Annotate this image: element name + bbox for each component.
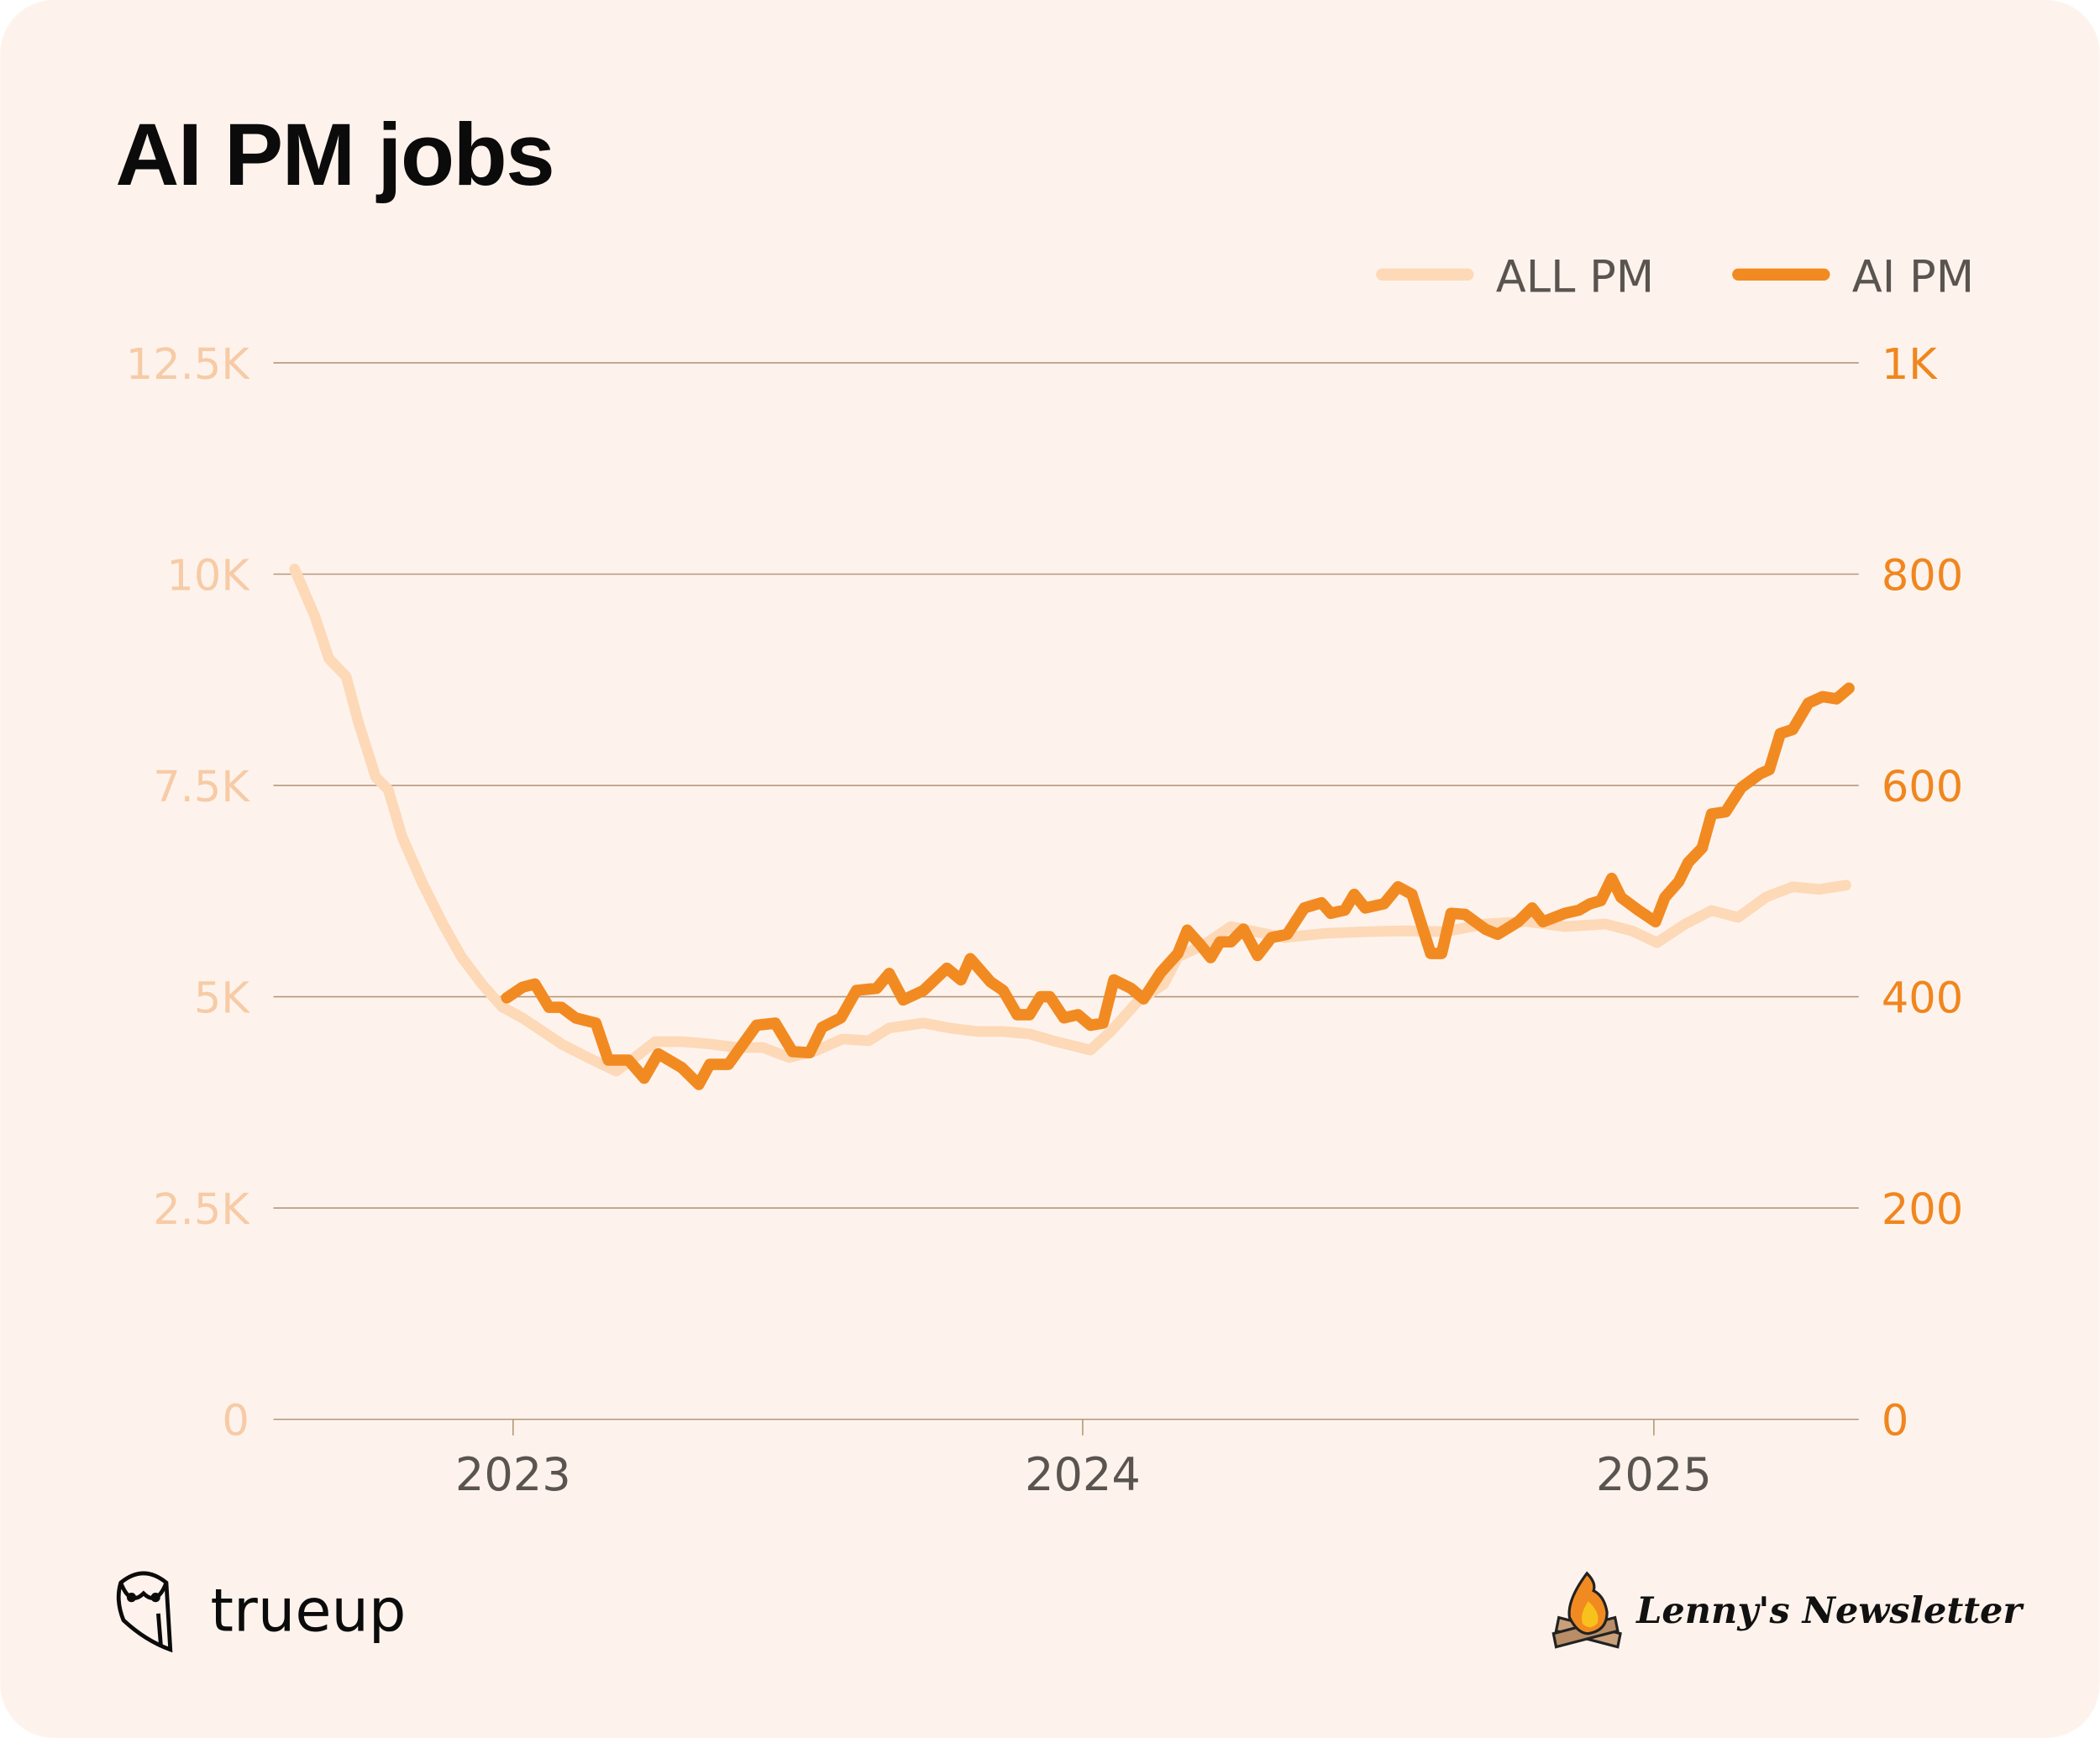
right-tick-label: 200 (1882, 1185, 1963, 1235)
trueup-wordmark: trueup (211, 1576, 407, 1645)
legend-label-all-pm: ALL PM (1496, 251, 1654, 302)
x-tick-label: 2023 (455, 1448, 571, 1501)
right-tick-label: 800 (1882, 552, 1963, 601)
series-line-ai-pm (501, 682, 1855, 1090)
campfire-icon (1551, 1571, 1622, 1649)
legend-label-ai-pm: AI PM (1852, 251, 1974, 302)
lennys-newsletter-logo: Lenny's Newsletter (1551, 1571, 2024, 1649)
series-line-all-pm (289, 564, 1851, 1077)
lennys-newsletter-wordmark: Lenny's Newsletter (1635, 1590, 2024, 1632)
x-tick-label: 2025 (1596, 1448, 1712, 1501)
left-tick-label: 10K (166, 552, 250, 601)
legend: ALL PM AI PM (1376, 251, 1974, 302)
owl-icon (116, 1571, 173, 1653)
left-tick-label: 7.5K (153, 763, 250, 812)
right-axis-ticks: 0 200 400 600 800 1K (1882, 340, 1963, 1447)
left-tick-label: 2.5K (153, 1185, 250, 1235)
right-tick-label: 1K (1882, 340, 1938, 390)
left-tick-label: 12.5K (126, 340, 251, 390)
left-tick-label: 0 (222, 1397, 249, 1447)
right-tick-label: 400 (1882, 974, 1963, 1024)
chart-title: AI PM jobs (115, 106, 554, 204)
series-lines (289, 564, 1855, 1090)
x-tick-label: 2024 (1025, 1448, 1141, 1501)
right-tick-label: 600 (1882, 763, 1963, 812)
gridlines (273, 362, 1859, 1420)
x-axis-ticks: 2023 2024 2025 (455, 1419, 1712, 1501)
trueup-logo: trueup (116, 1571, 407, 1653)
left-axis-ticks: 0 2.5K 5K 7.5K 10K 12.5K (126, 340, 251, 1447)
right-tick-label: 0 (1882, 1397, 1908, 1447)
left-tick-label: 5K (194, 974, 250, 1024)
